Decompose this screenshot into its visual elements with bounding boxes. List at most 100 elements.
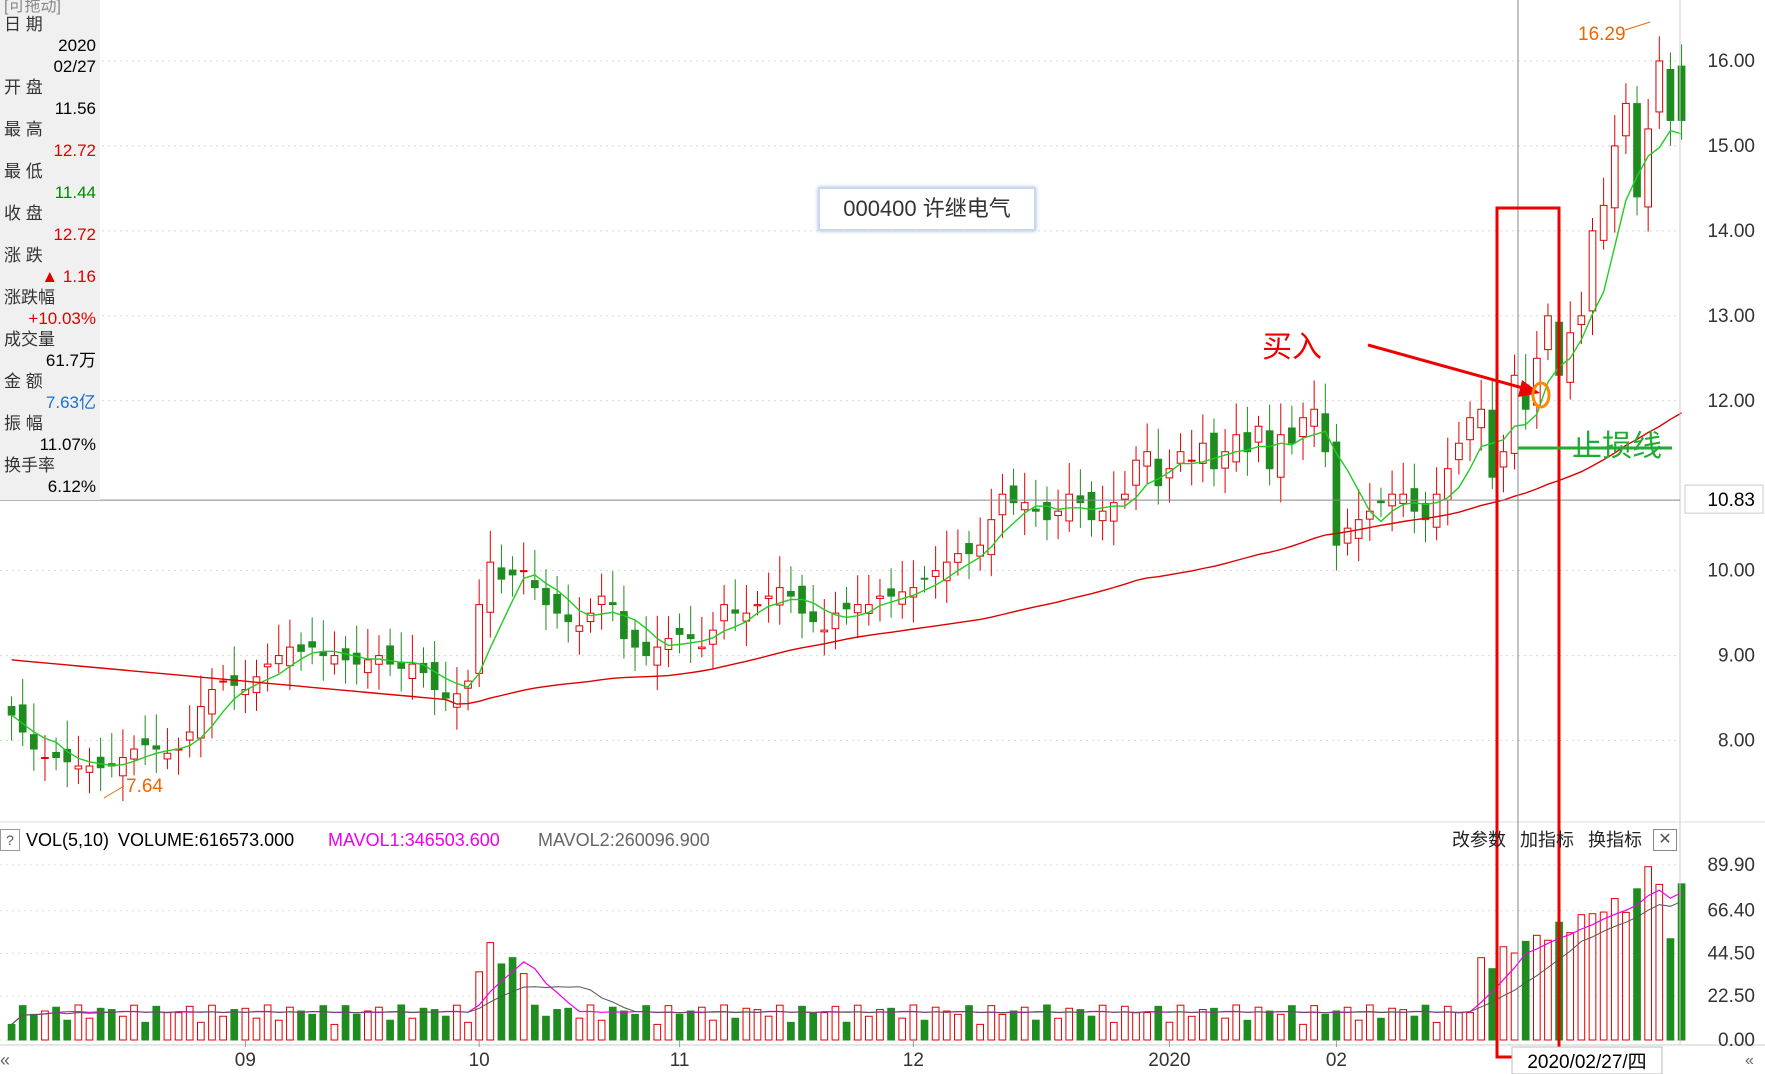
candle-body xyxy=(475,604,484,674)
volume-bar xyxy=(1310,1005,1319,1041)
time-tick-label: 11 xyxy=(670,1050,690,1071)
candle-body xyxy=(1421,502,1430,521)
candle-body xyxy=(876,595,884,599)
volume-bar xyxy=(1243,1019,1252,1041)
candle-body xyxy=(764,595,773,600)
close-indicator-button[interactable]: ✕ xyxy=(1653,829,1677,851)
add-indicator-button[interactable]: 加指标 xyxy=(1520,830,1574,850)
price-tick-label: 8.00 xyxy=(1718,731,1755,752)
volume-bar xyxy=(1276,1013,1285,1041)
price-tick-label: 14.00 xyxy=(1707,221,1755,242)
volume-bar xyxy=(530,1004,539,1041)
volume-bar xyxy=(653,1023,662,1041)
volume-bar xyxy=(163,1012,172,1041)
volume-bar xyxy=(586,1004,595,1041)
high-price-label: 16.29 xyxy=(1578,24,1626,45)
volume-bar xyxy=(96,1007,105,1041)
volume-bar xyxy=(119,1015,127,1041)
stop-loss-label: 止损线 xyxy=(1572,429,1662,464)
candle-body xyxy=(52,751,60,759)
time-axis: 09 10 11 12 2020 02 xyxy=(235,1040,1347,1071)
info-value: 61.7万 xyxy=(45,351,96,370)
info-value: 11.56 xyxy=(54,99,96,118)
candle-body xyxy=(1432,493,1441,528)
volume-bar xyxy=(831,1005,840,1041)
time-tick-label: 09 xyxy=(235,1050,256,1071)
volume-bar xyxy=(1221,1017,1229,1041)
edit-params-button[interactable]: 改参数 xyxy=(1452,830,1506,850)
high-pointer xyxy=(1624,21,1651,31)
volume-bar xyxy=(152,1005,161,1041)
volume-bar xyxy=(1254,1006,1263,1041)
candle-body xyxy=(430,662,439,691)
time-tick-label: 10 xyxy=(469,1050,490,1071)
candle-body xyxy=(831,612,840,630)
candle-body xyxy=(1143,451,1152,467)
volume-bars xyxy=(7,866,1686,1041)
candle-body xyxy=(1121,493,1129,500)
volume-bar xyxy=(742,1007,751,1041)
price-tick-label: 10.00 xyxy=(1707,561,1755,582)
volume-bar xyxy=(263,1004,272,1041)
switch-indicator-button[interactable]: 换指标 xyxy=(1588,830,1642,850)
volume-bar xyxy=(85,1017,94,1041)
candle-body xyxy=(274,655,283,665)
volume-bar xyxy=(1477,957,1486,1041)
buy-marker-circle xyxy=(1531,381,1551,409)
volume-bar xyxy=(720,1004,728,1041)
candle-body xyxy=(386,645,394,665)
volume-bar xyxy=(1432,1021,1441,1041)
candle-body xyxy=(775,587,784,606)
volume-bar xyxy=(508,957,517,1041)
volume-bar xyxy=(1065,1007,1074,1041)
volume-bar xyxy=(219,1015,227,1041)
volume-bar xyxy=(1109,1021,1118,1041)
volume-bar xyxy=(1666,938,1675,1041)
scroll-left-button[interactable]: « xyxy=(0,1050,11,1070)
volume-bar xyxy=(386,1019,394,1041)
volume-bar xyxy=(1043,1004,1051,1041)
candle-body xyxy=(642,641,651,657)
info-panel[interactable]: [可拖动] 日 期 2020 02/27 开 盘 11.56 最 高 12.72 最 低 11.… xyxy=(0,0,100,500)
info-label: 收 盘 xyxy=(4,204,43,223)
info-value: 12.72 xyxy=(53,225,96,244)
volume-bar xyxy=(274,1019,283,1041)
volume-bar xyxy=(1154,1005,1163,1041)
volume-value: VOLUME:616573.000 xyxy=(118,830,295,850)
volume-tick-label: 89.90 xyxy=(1707,855,1755,876)
candle-body xyxy=(1544,315,1552,351)
time-tick-label: 12 xyxy=(903,1050,924,1071)
volume-bar xyxy=(29,1013,38,1041)
volume-bar xyxy=(1521,940,1530,1041)
volume-bar xyxy=(542,1015,550,1041)
candle-body xyxy=(542,587,550,606)
volume-bar xyxy=(1499,946,1508,1041)
indicator-name[interactable]: VOL(5,10) xyxy=(26,830,110,850)
volume-bar xyxy=(1343,1006,1352,1041)
candle-body xyxy=(1332,441,1341,546)
candle-body xyxy=(74,765,83,770)
info-label: 振 幅 xyxy=(4,414,43,433)
volume-bar xyxy=(1510,952,1519,1041)
volume-bar xyxy=(130,1004,138,1041)
volume-bar xyxy=(18,1005,27,1041)
candle-body xyxy=(119,757,127,777)
help-button[interactable]: ? xyxy=(0,829,20,851)
candle-body xyxy=(419,662,428,674)
stock-title: 000400 许继电气 xyxy=(818,187,1036,231)
volume-bar xyxy=(575,1017,584,1041)
candle-body xyxy=(820,629,829,633)
candle-body xyxy=(976,544,985,557)
volume-bar xyxy=(697,1006,706,1041)
candle-body xyxy=(942,561,951,582)
scroll-right-button[interactable]: « xyxy=(1745,1052,1754,1069)
volume-bar xyxy=(1443,1005,1452,1041)
volume-bar xyxy=(987,1005,996,1041)
candle-body xyxy=(352,652,361,665)
info-label: 金 额 xyxy=(4,372,43,391)
candle-body xyxy=(1499,451,1508,468)
volume-bar xyxy=(564,1007,573,1041)
volume-bar xyxy=(230,1009,239,1041)
volume-bar xyxy=(497,963,506,1041)
